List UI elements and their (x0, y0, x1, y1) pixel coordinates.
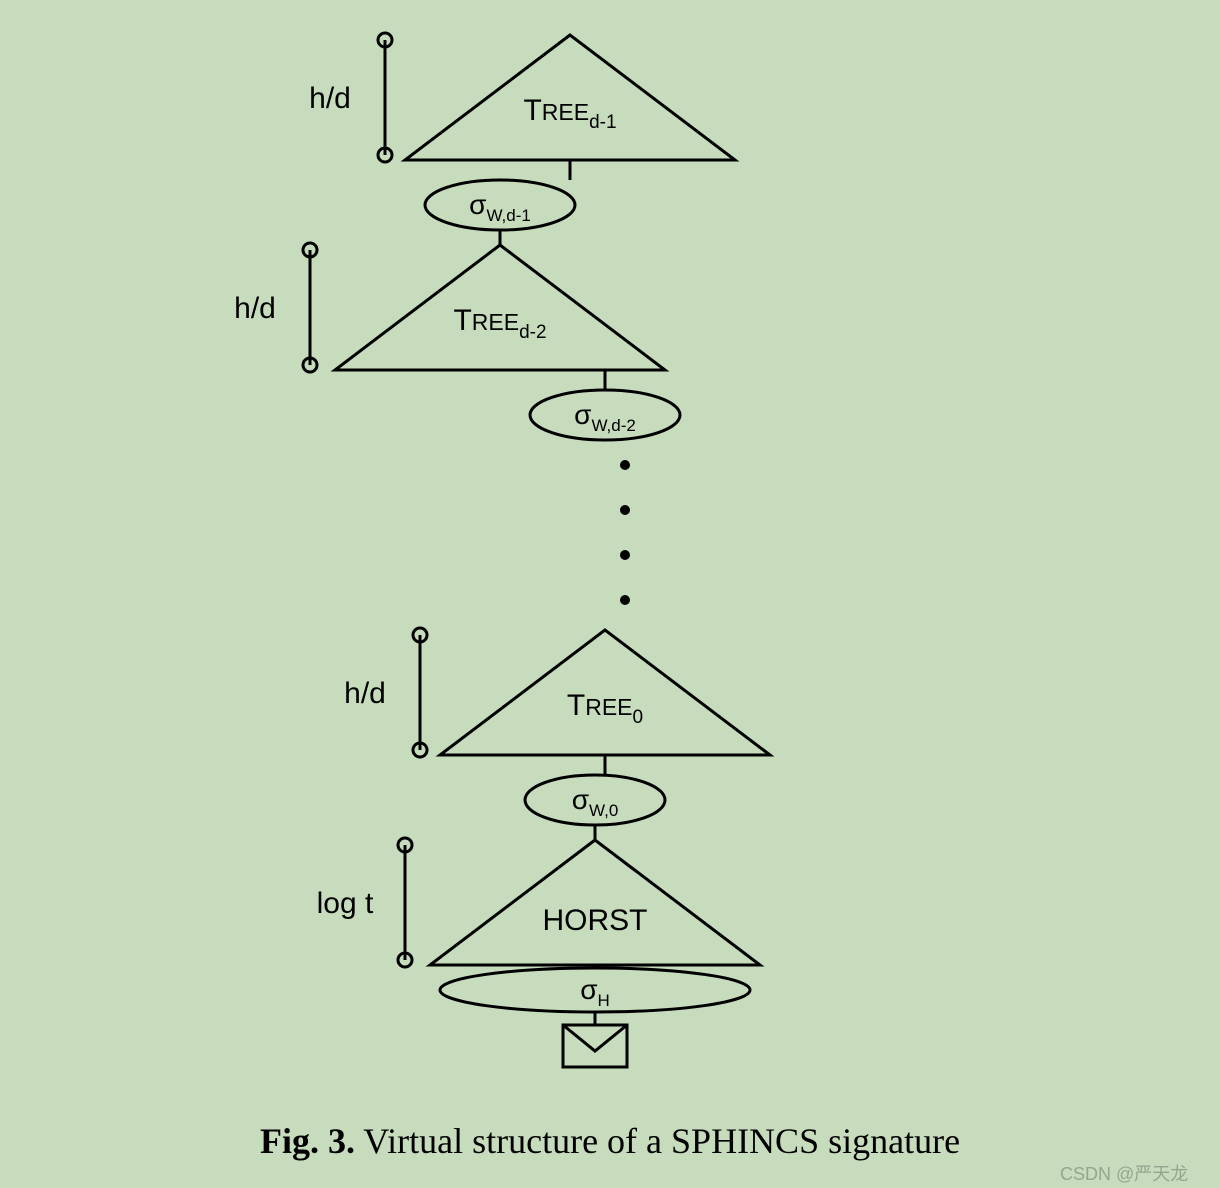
ellipsis-dot (620, 460, 630, 470)
height-label: h/d (344, 677, 386, 710)
caption-text: Virtual structure of a SPHINCS signature (355, 1121, 960, 1161)
figure-caption: Fig. 3. Virtual structure of a SPHINCS s… (0, 1120, 1220, 1162)
ellipsis-dot (620, 595, 630, 605)
height-label: h/d (234, 292, 276, 325)
ellipsis-dot (620, 505, 630, 515)
sigma-label: σW,d-1 (469, 189, 531, 225)
sigma-label: σW,0 (572, 784, 619, 820)
tree-label: TREEd-1 (523, 94, 616, 133)
tree-label: HORST (543, 904, 648, 937)
watermark: CSDN @严天龙 (1060, 1160, 1188, 1186)
tree-triangle (405, 35, 735, 160)
tree-triangle (440, 630, 770, 755)
tree-label: TREEd-2 (453, 304, 546, 343)
height-label: log t (317, 887, 374, 920)
sigma-label: σW,d-2 (574, 399, 636, 435)
envelope-flap (563, 1025, 627, 1051)
caption-prefix: Fig. 3. (260, 1121, 355, 1161)
tree-label: TREE0 (567, 689, 643, 728)
sigma-label: σH (580, 974, 610, 1010)
tree-triangle (335, 245, 665, 370)
tree-triangle (430, 840, 760, 965)
ellipsis-dot (620, 550, 630, 560)
height-label: h/d (309, 82, 351, 115)
